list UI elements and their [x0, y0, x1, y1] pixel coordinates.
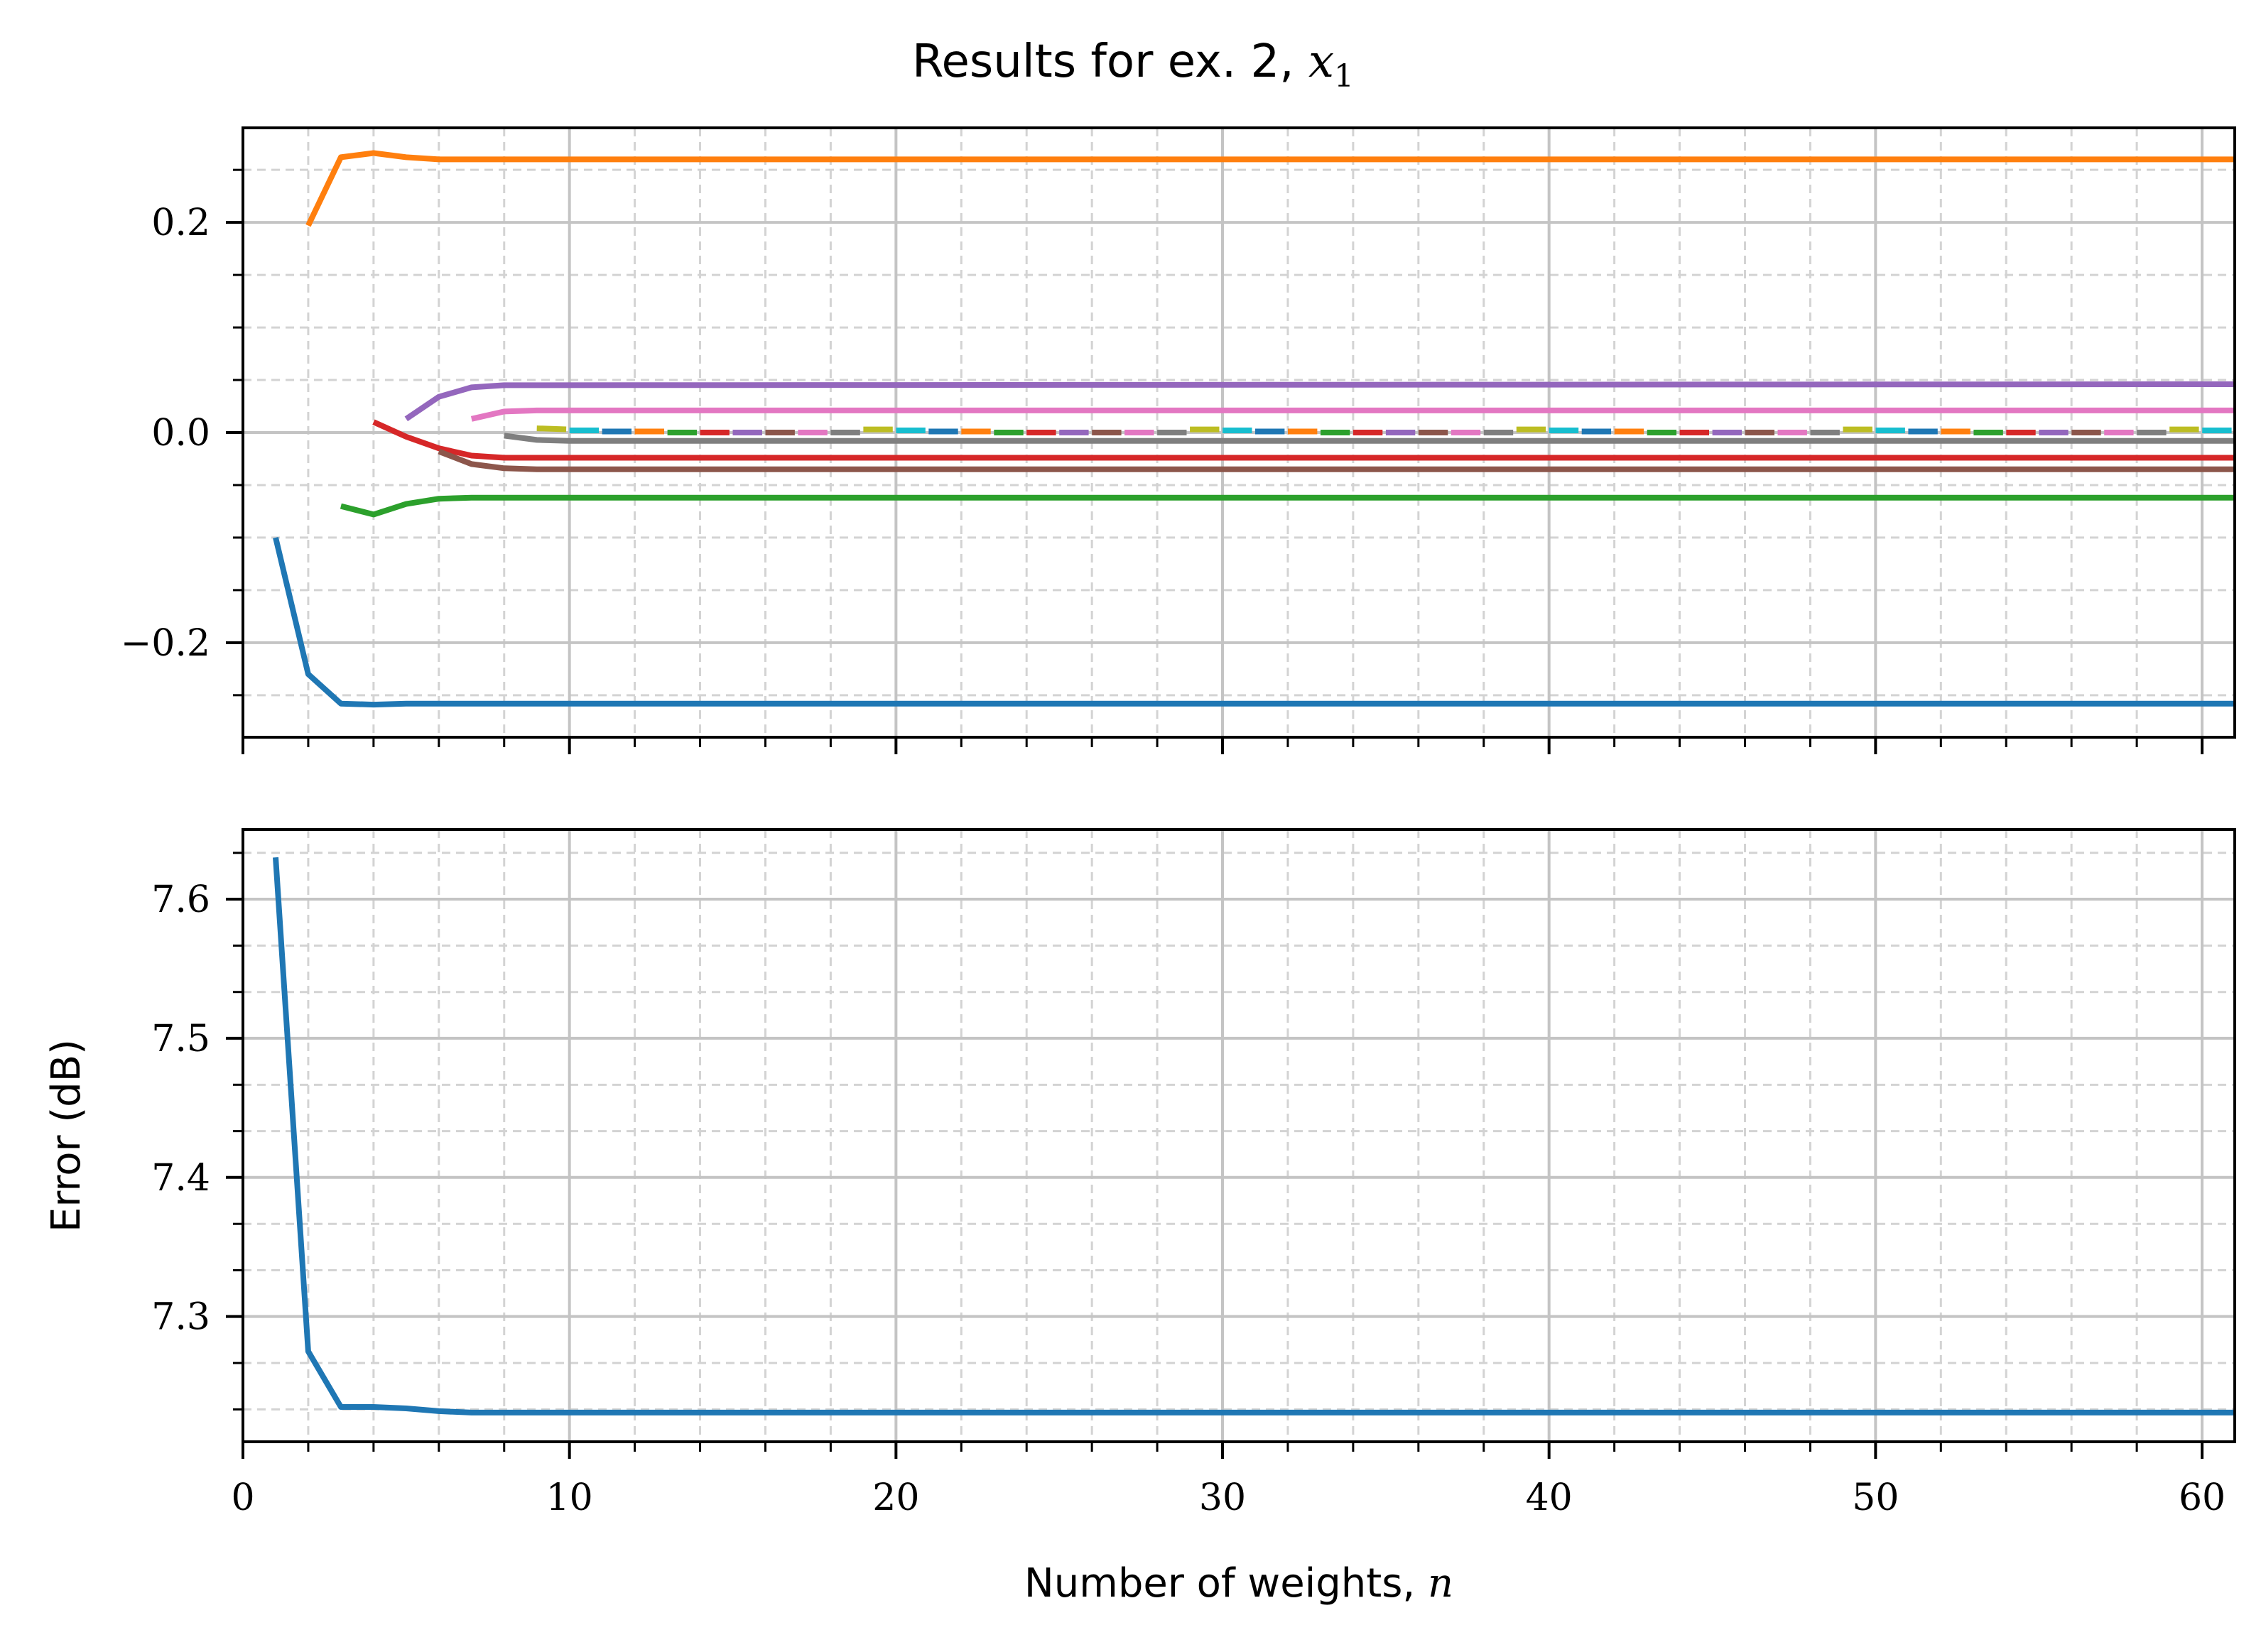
series-line	[438, 448, 2235, 472]
y-tick-label: 0.2	[151, 202, 210, 244]
top-ticks: −0.2 0.0 0.2	[121, 168, 2204, 754]
y-tick-label: −0.2	[121, 622, 210, 665]
x-tick-label: 60	[2179, 1477, 2226, 1519]
series-line	[273, 857, 2235, 1415]
x-tick-label: 30	[1199, 1477, 1246, 1519]
x-tick-label: 50	[1852, 1477, 1899, 1519]
bottom-plot-frame	[242, 828, 2236, 1443]
series-line	[305, 150, 2235, 227]
top-panel: −0.2 0.0 0.2	[121, 126, 2236, 754]
y-tick-label: 7.4	[151, 1157, 210, 1200]
y-axis-title: Error (dB)	[43, 1039, 90, 1232]
series-line	[536, 425, 2235, 433]
series-line	[404, 381, 2235, 422]
bottom-grid	[242, 830, 2235, 1442]
bottom-panel: 0 10 20 30 40 50 60 7.3 7.4 7.5 7.6	[151, 828, 2236, 1519]
series-line	[372, 419, 2235, 461]
x-tick-label: 20	[872, 1477, 919, 1519]
top-series	[273, 150, 2235, 708]
bottom-series	[273, 857, 2235, 1415]
series-line	[273, 536, 2235, 708]
y-tick-label: 0.0	[151, 412, 210, 455]
x-tick-label: 0	[231, 1477, 254, 1519]
x-axis-title: Number of weights, n	[1024, 1560, 1453, 1607]
series-line	[470, 407, 2235, 422]
y-tick-label: 7.5	[151, 1018, 210, 1060]
y-tick-label: 7.3	[151, 1296, 210, 1339]
series-line	[340, 494, 2235, 518]
x-tick-label: 40	[1526, 1477, 1573, 1519]
y-tick-label: 7.6	[151, 879, 210, 921]
bottom-ticks: 0 10 20 30 40 50 60 7.3 7.4 7.5 7.6	[151, 852, 2226, 1519]
series-line	[504, 433, 2235, 444]
x-tick-label: 10	[546, 1477, 593, 1519]
figure-title: Results for ex. 2, x1	[912, 36, 1354, 94]
